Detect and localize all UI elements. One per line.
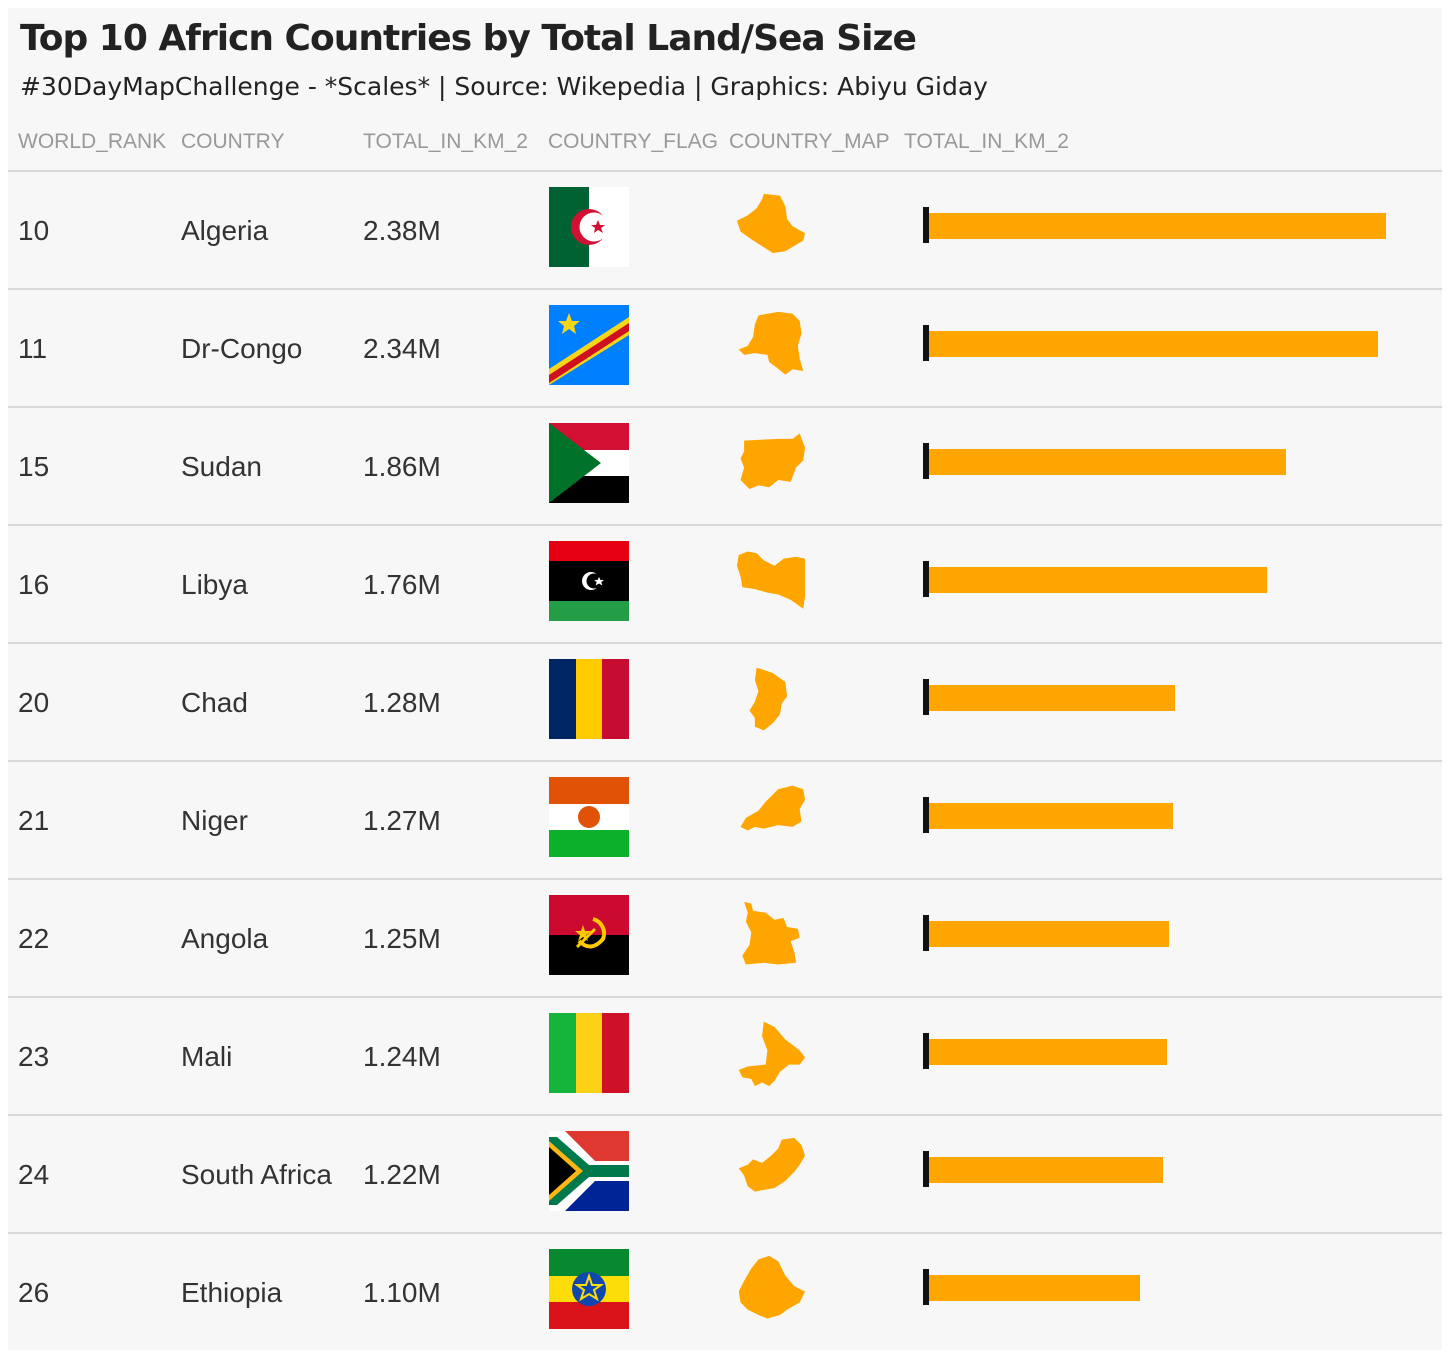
chad-map [728, 656, 814, 742]
bar-baseline [923, 1033, 929, 1069]
bar-baseline [923, 915, 929, 951]
libya-map [728, 538, 814, 624]
column-header-country: COUNTRY [181, 130, 285, 153]
country-cell: Ethiopia [181, 1277, 283, 1308]
country-cell: Sudan [181, 451, 262, 482]
dr-congo-map [728, 302, 814, 388]
rank-cell: 11 [18, 333, 48, 364]
bar-baseline [923, 679, 929, 715]
bar-dr-congo [929, 331, 1378, 357]
column-header-total: TOTAL_IN_KM_2 [363, 130, 528, 153]
bar-mali [929, 1039, 1167, 1065]
bar-south-africa [929, 1157, 1163, 1183]
country-cell: South Africa [181, 1159, 332, 1190]
rank-cell: 23 [18, 1041, 50, 1072]
chart-subtitle: #30DayMapChallenge - *Scales* | Source: … [20, 72, 988, 101]
total-cell: 1.76M [363, 569, 441, 600]
country-cell: Niger [181, 805, 248, 836]
rank-cell: 24 [18, 1159, 50, 1190]
bar-baseline [923, 797, 929, 833]
sudan-flag [549, 423, 629, 503]
total-cell: 1.25M [363, 923, 441, 954]
table-row: 26 Ethiopia 1.10M [8, 1232, 1442, 1352]
bar-baseline [923, 325, 929, 361]
country-cell: Angola [181, 923, 269, 954]
country-cell: Mali [181, 1041, 233, 1072]
table-row: 24 South Africa 1.22M [8, 1114, 1442, 1234]
angola-flag [549, 895, 629, 975]
table-row: 23 Mali 1.24M [8, 996, 1442, 1116]
country-cell: Libya [181, 569, 248, 600]
chart-title: Top 10 Africn Countries by Total Land/Se… [20, 18, 917, 59]
table-row: 21 Niger 1.27M [8, 760, 1442, 880]
total-cell: 2.38M [363, 215, 441, 246]
country-cell: Algeria [181, 215, 269, 246]
libya-flag [549, 541, 629, 621]
bar-baseline [923, 443, 929, 479]
bar-libya [929, 567, 1267, 593]
total-cell: 1.27M [363, 805, 441, 836]
bar-chad [929, 685, 1175, 711]
table-row: 22 Angola 1.25M [8, 878, 1442, 998]
bar-baseline [923, 1151, 929, 1187]
bar-baseline [923, 561, 929, 597]
total-cell: 1.86M [363, 451, 441, 482]
bar-baseline [923, 207, 929, 243]
total-cell: 1.28M [363, 687, 441, 718]
mali-map [728, 1010, 814, 1096]
south-africa-map [728, 1128, 814, 1214]
dr-congo-flag [549, 305, 629, 385]
algeria-map [728, 184, 814, 270]
mali-flag [549, 1013, 629, 1093]
ethiopia-map [728, 1246, 814, 1332]
total-cell: 1.22M [363, 1159, 441, 1190]
table-row: 10 Algeria 2.38M [8, 170, 1442, 290]
bar-sudan [929, 449, 1286, 475]
niger-flag [549, 777, 629, 857]
table-row: 15 Sudan 1.86M [8, 406, 1442, 526]
bar-niger [929, 803, 1173, 829]
bar-ethiopia [929, 1275, 1140, 1301]
table-row: 11 Dr-Congo 2.34M [8, 288, 1442, 408]
algeria-flag [549, 187, 629, 267]
chad-flag [549, 659, 629, 739]
total-cell: 1.24M [363, 1041, 441, 1072]
bar-angola [929, 921, 1169, 947]
column-header-total-bar: TOTAL_IN_KM_2 [904, 130, 1069, 153]
ethiopia-flag [549, 1249, 629, 1329]
bar-algeria [929, 213, 1386, 239]
niger-map [728, 774, 814, 860]
table-row: 16 Libya 1.76M [8, 524, 1442, 644]
table-row: 20 Chad 1.28M [8, 642, 1442, 762]
sudan-map [728, 420, 814, 506]
column-header-country-flag: COUNTRY_FLAG [548, 130, 718, 153]
rank-cell: 20 [18, 687, 50, 718]
chart-panel: Top 10 Africn Countries by Total Land/Se… [8, 8, 1442, 1350]
rank-cell: 15 [18, 451, 50, 482]
country-cell: Chad [181, 687, 248, 718]
total-cell: 2.34M [363, 333, 441, 364]
south-africa-flag [549, 1131, 629, 1211]
column-header-world-rank: WORLD_RANK [18, 130, 167, 153]
angola-map [728, 892, 814, 978]
rank-cell: 26 [18, 1277, 50, 1308]
bar-baseline [923, 1269, 929, 1305]
rank-cell: 16 [18, 569, 50, 600]
rank-cell: 22 [18, 923, 50, 954]
rank-cell: 21 [18, 805, 50, 836]
column-header-country-map: COUNTRY_MAP [729, 130, 890, 153]
total-cell: 1.10M [363, 1277, 441, 1308]
rank-cell: 10 [18, 215, 50, 246]
country-cell: Dr-Congo [181, 333, 303, 364]
